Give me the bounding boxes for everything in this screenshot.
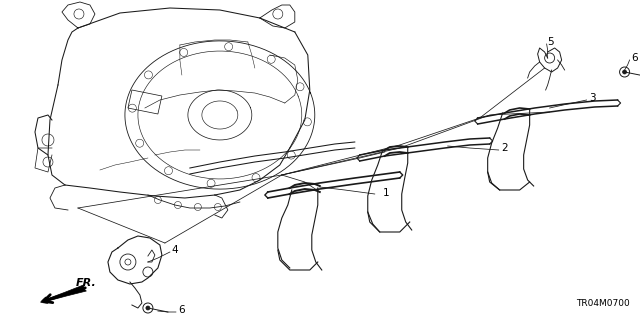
Text: 3: 3	[589, 93, 596, 103]
Text: 5: 5	[548, 37, 554, 47]
Text: 4: 4	[172, 245, 179, 255]
Circle shape	[146, 306, 150, 310]
Text: 6: 6	[632, 53, 638, 63]
Text: TR04M0700: TR04M0700	[576, 299, 630, 308]
Text: 1: 1	[383, 188, 389, 198]
Text: FR.: FR.	[76, 278, 97, 288]
Text: 6: 6	[178, 305, 184, 315]
Text: 2: 2	[502, 143, 508, 153]
Circle shape	[623, 70, 627, 74]
